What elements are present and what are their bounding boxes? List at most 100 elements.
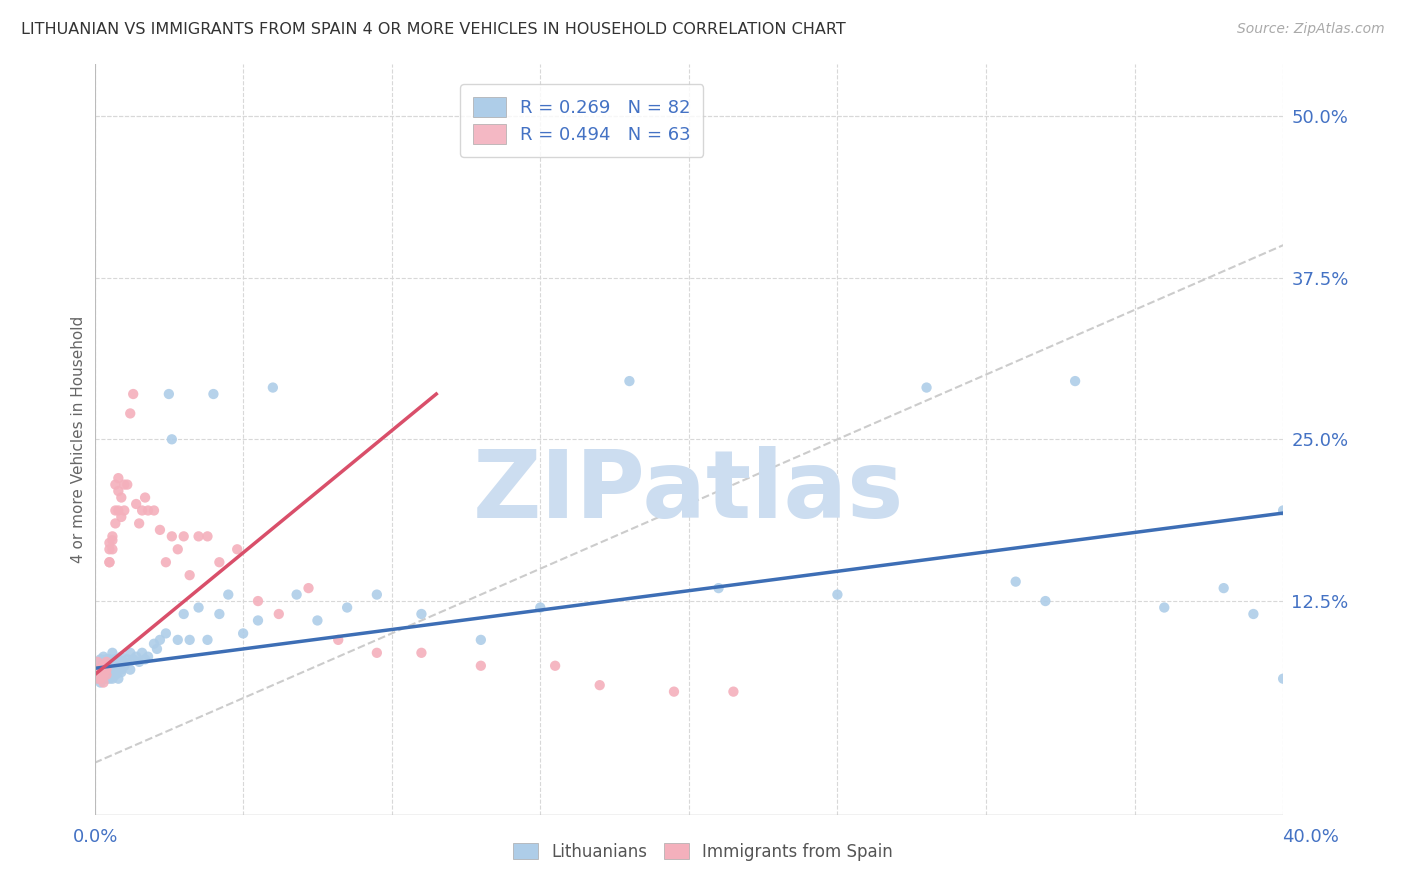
Point xyxy=(366,646,388,660)
Point xyxy=(98,665,121,680)
Point xyxy=(104,665,127,680)
Text: 40.0%: 40.0% xyxy=(1282,828,1339,846)
Point xyxy=(136,503,159,517)
Point xyxy=(96,661,118,675)
Point xyxy=(1035,594,1057,608)
Point xyxy=(98,658,121,673)
Text: ZIPatlas: ZIPatlas xyxy=(474,446,904,538)
Point xyxy=(98,668,121,682)
Point xyxy=(86,668,108,682)
Point xyxy=(246,614,269,628)
Point xyxy=(98,555,121,569)
Point xyxy=(89,663,111,677)
Point xyxy=(149,632,172,647)
Point xyxy=(157,387,180,401)
Point xyxy=(1241,607,1264,621)
Point xyxy=(173,607,195,621)
Text: LITHUANIAN VS IMMIGRANTS FROM SPAIN 4 OR MORE VEHICLES IN HOUSEHOLD CORRELATION : LITHUANIAN VS IMMIGRANTS FROM SPAIN 4 OR… xyxy=(21,22,846,37)
Point xyxy=(120,406,142,420)
Point xyxy=(107,658,129,673)
Point xyxy=(98,555,121,569)
Point xyxy=(262,380,284,394)
Point xyxy=(101,658,124,673)
Point xyxy=(110,649,132,664)
Point xyxy=(96,668,118,682)
Point xyxy=(160,433,183,447)
Point xyxy=(104,652,127,666)
Point xyxy=(1064,374,1087,388)
Point xyxy=(96,655,118,669)
Point xyxy=(128,516,150,531)
Legend: R = 0.269   N = 82, R = 0.494   N = 63: R = 0.269 N = 82, R = 0.494 N = 63 xyxy=(460,85,703,157)
Point xyxy=(89,668,111,682)
Legend: Lithuanians, Immigrants from Spain: Lithuanians, Immigrants from Spain xyxy=(506,837,900,868)
Point xyxy=(89,672,111,686)
Point xyxy=(86,672,108,686)
Point xyxy=(93,658,115,673)
Point xyxy=(112,477,135,491)
Point xyxy=(86,655,108,669)
Point xyxy=(707,581,730,595)
Point xyxy=(86,663,108,677)
Point xyxy=(187,600,209,615)
Point xyxy=(89,675,111,690)
Point xyxy=(93,658,115,673)
Point xyxy=(197,529,219,543)
Point xyxy=(120,646,142,660)
Point xyxy=(131,503,153,517)
Point xyxy=(125,649,148,664)
Point xyxy=(98,536,121,550)
Point xyxy=(197,632,219,647)
Point xyxy=(179,632,201,647)
Point xyxy=(155,555,177,569)
Point xyxy=(146,642,169,657)
Point xyxy=(179,568,201,582)
Point xyxy=(101,529,124,543)
Point xyxy=(104,516,127,531)
Point xyxy=(619,374,641,388)
Point xyxy=(93,663,115,677)
Point xyxy=(125,497,148,511)
Point xyxy=(187,529,209,543)
Point xyxy=(98,672,121,686)
Point xyxy=(155,626,177,640)
Point xyxy=(246,594,269,608)
Point xyxy=(1272,672,1295,686)
Point xyxy=(89,658,111,673)
Point xyxy=(93,672,115,686)
Point xyxy=(134,491,156,505)
Point xyxy=(529,600,551,615)
Point xyxy=(662,684,685,698)
Point xyxy=(166,632,188,647)
Point xyxy=(173,529,195,543)
Point xyxy=(117,652,139,666)
Point xyxy=(96,663,118,677)
Point xyxy=(149,523,172,537)
Point xyxy=(411,607,433,621)
Point xyxy=(232,626,254,640)
Point xyxy=(93,675,115,690)
Point xyxy=(1004,574,1026,589)
Point xyxy=(107,484,129,499)
Point xyxy=(89,668,111,682)
Point xyxy=(112,655,135,669)
Point xyxy=(544,658,567,673)
Text: Source: ZipAtlas.com: Source: ZipAtlas.com xyxy=(1237,22,1385,37)
Point xyxy=(217,588,239,602)
Point xyxy=(166,542,188,557)
Point xyxy=(96,652,118,666)
Point xyxy=(93,655,115,669)
Point xyxy=(226,542,249,557)
Point xyxy=(110,510,132,524)
Point xyxy=(267,607,290,621)
Point xyxy=(202,387,225,401)
Point xyxy=(110,491,132,505)
Point xyxy=(86,663,108,677)
Point xyxy=(101,533,124,548)
Point xyxy=(1212,581,1234,595)
Point xyxy=(160,529,183,543)
Point xyxy=(336,600,359,615)
Point xyxy=(827,588,849,602)
Point xyxy=(93,668,115,682)
Point xyxy=(143,637,166,651)
